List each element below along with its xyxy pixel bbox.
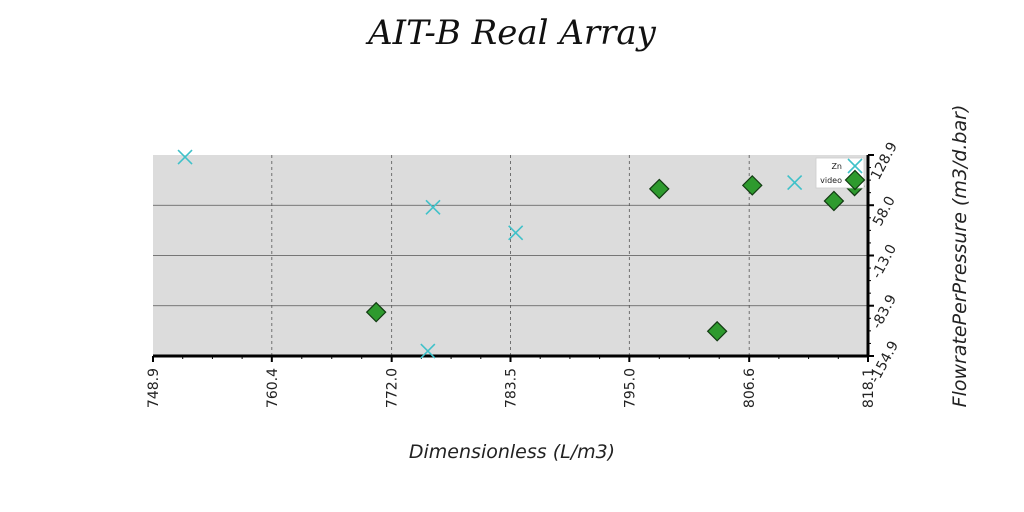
- point-video: [648, 178, 670, 200]
- y-tick-label: 128.9: [868, 140, 901, 183]
- point-video: [823, 190, 845, 212]
- point-video: [365, 301, 387, 323]
- legend: Zn video: [815, 157, 866, 191]
- legend-label: video: [820, 176, 842, 185]
- grid-lines: [153, 155, 868, 356]
- point-video: [706, 320, 728, 342]
- x-tick-label: 772.0: [385, 368, 401, 408]
- y-tick-label: -83.9: [869, 292, 900, 332]
- y-tick-label: -13.0: [869, 242, 900, 282]
- x-axis-label: Dimensionless (L/m3): [409, 441, 615, 463]
- legend-marker-zn: [847, 158, 863, 174]
- point-zn: [508, 225, 524, 241]
- x-tick-labels: 748.9 760.4 772.0 783.5 795.0 806.6 818.1: [146, 368, 877, 408]
- x-tick-label: 795.0: [622, 368, 638, 408]
- y-tick-labels: -154.9 -83.9 -13.0 58.0 128.9: [867, 140, 902, 386]
- point-zn: [420, 343, 436, 359]
- x-tick-label: 760.4: [265, 368, 281, 408]
- chart-title: AIT-B Real Array: [365, 13, 657, 53]
- point-zn: [425, 199, 441, 215]
- point-zn: [177, 149, 193, 165]
- point-video: [741, 175, 763, 196]
- y-axis-label: FlowratePerPressure (m3/d.bar): [949, 105, 971, 408]
- y-tick-label: -154.9: [867, 338, 902, 385]
- point-zn: [787, 174, 803, 191]
- legend-marker-video: [844, 169, 866, 191]
- legend-label: Zn: [831, 162, 842, 171]
- x-tick-label: 818.1: [861, 368, 877, 408]
- y-tick-label: 58.0: [870, 194, 899, 229]
- x-tick-label: 806.6: [742, 368, 758, 408]
- x-tick-label: 783.5: [504, 368, 520, 408]
- x-tick-label: 748.9: [146, 368, 162, 408]
